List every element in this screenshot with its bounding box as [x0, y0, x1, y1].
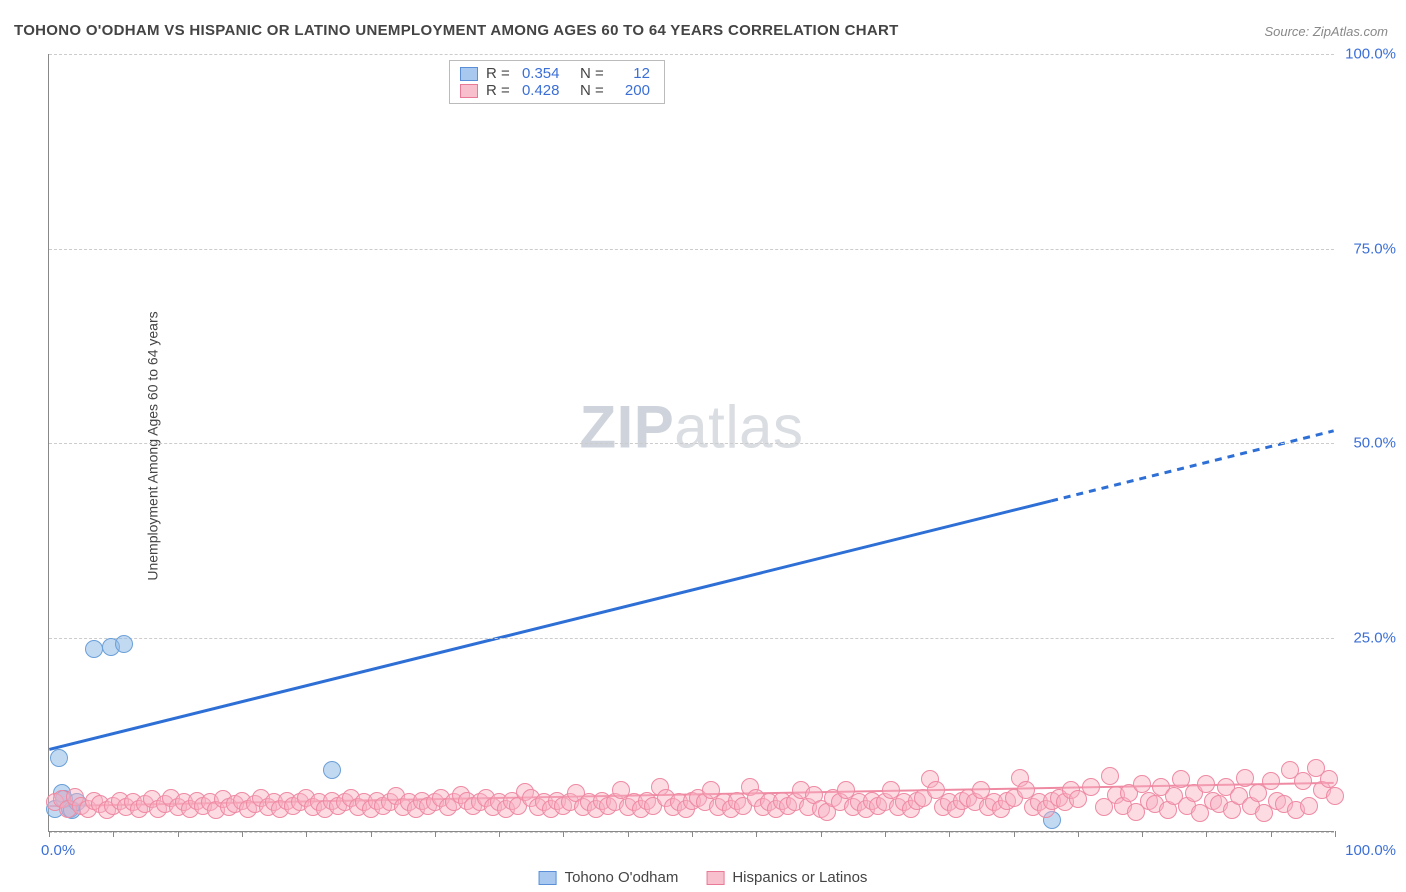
- x-tick: [371, 831, 372, 837]
- chart-title: TOHONO O'ODHAM VS HISPANIC OR LATINO UNE…: [14, 22, 899, 39]
- x-tick: [1014, 831, 1015, 837]
- r-label: R =: [486, 65, 514, 82]
- data-point: [50, 749, 68, 767]
- x-min-label: 0.0%: [41, 842, 75, 859]
- data-point: [1197, 775, 1215, 793]
- correlation-chart: TOHONO O'ODHAM VS HISPANIC OR LATINO UNE…: [0, 0, 1406, 892]
- x-tick: [1078, 831, 1079, 837]
- r-label: R =: [486, 82, 514, 99]
- x-tick: [499, 831, 500, 837]
- x-tick: [435, 831, 436, 837]
- plot-area: ZIPatlas R = 0.354 N = 12R = 0.428 N = 2…: [48, 54, 1334, 832]
- data-point: [1300, 797, 1318, 815]
- data-point: [1320, 770, 1338, 788]
- x-tick: [885, 831, 886, 837]
- data-point: [1262, 772, 1280, 790]
- y-tick-label: 100.0%: [1345, 46, 1396, 63]
- y-tick-label: 50.0%: [1353, 435, 1396, 452]
- n-value: 200: [616, 82, 650, 99]
- trend-line: [49, 501, 1051, 749]
- x-tick: [306, 831, 307, 837]
- data-point: [1236, 769, 1254, 787]
- x-tick: [628, 831, 629, 837]
- x-tick: [178, 831, 179, 837]
- x-tick: [1206, 831, 1207, 837]
- series-label: Hispanics or Latinos: [732, 869, 867, 886]
- x-tick: [1335, 831, 1336, 837]
- data-point: [1133, 775, 1151, 793]
- data-point: [323, 761, 341, 779]
- source-attribution: Source: ZipAtlas.com: [1264, 24, 1388, 39]
- data-point: [1101, 767, 1119, 785]
- series-legend-item: Tohono O'odham: [539, 869, 679, 886]
- series-legend-item: Hispanics or Latinos: [706, 869, 867, 886]
- x-tick: [1271, 831, 1272, 837]
- y-tick-label: 75.0%: [1353, 240, 1396, 257]
- legend-swatch: [706, 871, 724, 885]
- gridline: [49, 249, 1334, 250]
- x-tick: [242, 831, 243, 837]
- x-tick: [113, 831, 114, 837]
- gridline: [49, 54, 1334, 55]
- trend-line-extrapolated: [1051, 431, 1334, 501]
- correlation-legend-row: R = 0.428 N = 200: [460, 82, 650, 99]
- x-tick: [49, 831, 50, 837]
- legend-swatch: [460, 84, 478, 98]
- r-value: 0.354: [522, 65, 560, 82]
- legend-swatch: [460, 67, 478, 81]
- x-tick: [821, 831, 822, 837]
- gridline: [49, 638, 1334, 639]
- series-legend: Tohono O'odham Hispanics or Latinos: [539, 869, 868, 886]
- x-tick: [692, 831, 693, 837]
- n-value: 12: [616, 65, 650, 82]
- data-point: [115, 635, 133, 653]
- x-tick: [1142, 831, 1143, 837]
- n-label: N =: [567, 65, 607, 82]
- watermark: ZIPatlas: [579, 392, 803, 461]
- data-point: [85, 640, 103, 658]
- n-label: N =: [567, 82, 607, 99]
- r-value: 0.428: [522, 82, 560, 99]
- correlation-legend: R = 0.354 N = 12R = 0.428 N = 200: [449, 60, 665, 104]
- y-tick-label: 25.0%: [1353, 629, 1396, 646]
- x-max-label: 100.0%: [1345, 842, 1396, 859]
- gridline: [49, 443, 1334, 444]
- data-point: [1326, 787, 1344, 805]
- data-point: [1082, 778, 1100, 796]
- series-label: Tohono O'odham: [565, 869, 679, 886]
- x-tick: [756, 831, 757, 837]
- x-tick: [949, 831, 950, 837]
- x-tick: [563, 831, 564, 837]
- correlation-legend-row: R = 0.354 N = 12: [460, 65, 650, 82]
- legend-swatch: [539, 871, 557, 885]
